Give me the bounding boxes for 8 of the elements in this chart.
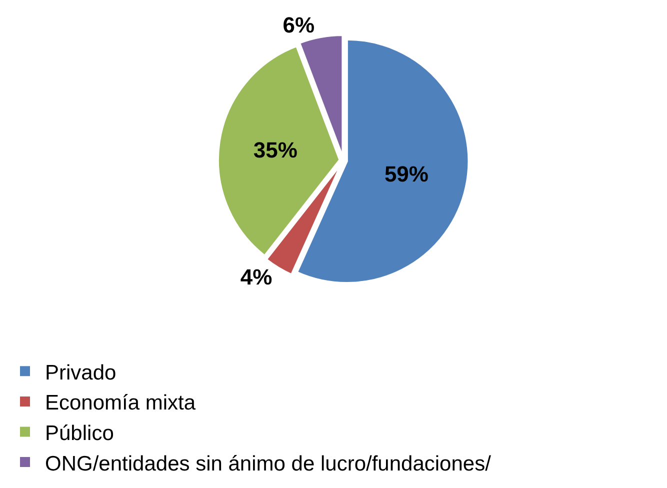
legend-label: Público [45,422,114,445]
legend-label: ONG/entidades sin ánimo de lucro/fundaciones/ [45,452,492,476]
data-label: 6% [282,12,314,38]
data-label: 4% [240,264,272,290]
legend-label: Economía mixta [45,392,196,415]
legend-label: Privado [45,361,116,384]
data-label: 35% [253,138,298,163]
data-label: 59% [384,161,428,186]
